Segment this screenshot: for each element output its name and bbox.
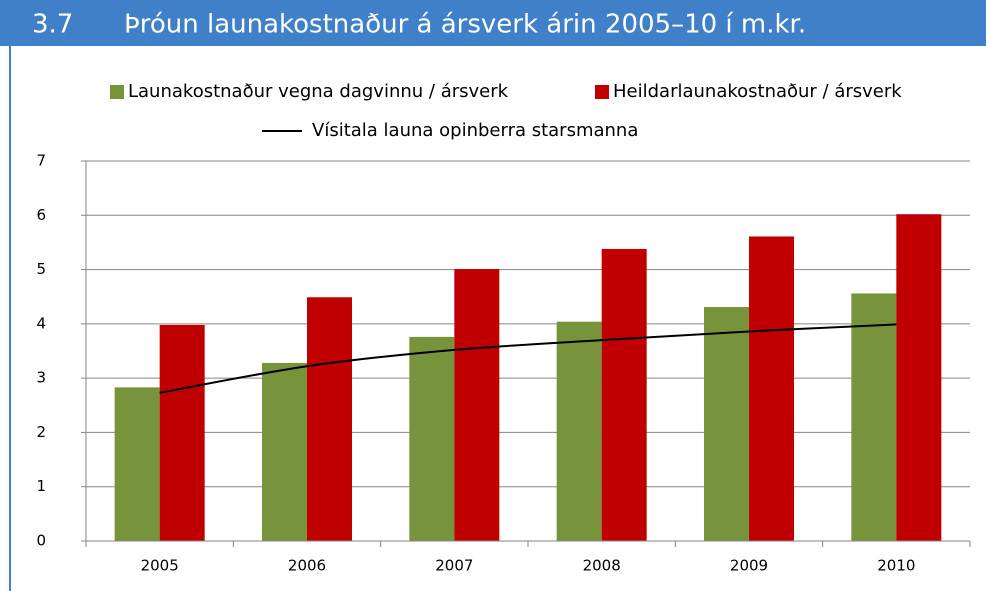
x-tick-label: 2009 (730, 557, 768, 575)
y-tick-label: 0 (36, 532, 46, 550)
bar (262, 362, 307, 541)
legend-label: Vísitala launa opinberra starsmanna (312, 120, 638, 141)
x-tick-label: 2007 (435, 557, 473, 575)
legend-label: Heildarlaunakostnaður / ársverk (613, 81, 902, 102)
y-tick-label: 6 (36, 206, 46, 224)
y-tick-label: 7 (36, 152, 46, 170)
bar (851, 293, 897, 541)
bar (454, 269, 500, 541)
y-tick-label: 2 (36, 423, 46, 441)
chart-title: Þróun launakostnaður á ársverk árin 2005… (124, 10, 806, 40)
x-tick-label: 2005 (141, 557, 179, 575)
y-tick-label: 3 (36, 369, 46, 387)
bar (601, 248, 647, 541)
y-tick-label: 1 (36, 477, 46, 495)
bar (896, 214, 942, 541)
bar (409, 336, 455, 541)
bar (159, 324, 205, 541)
y-tick-label: 4 (36, 314, 46, 332)
legend-swatch (110, 85, 124, 99)
legend-label: Launakostnaður vegna dagvinnu / ársverk (128, 81, 509, 102)
header-bar (0, 0, 986, 46)
y-tick-label: 5 (36, 260, 46, 278)
x-tick-label: 2010 (877, 557, 915, 575)
bar (749, 236, 794, 541)
line-series (159, 323, 897, 394)
bar (114, 387, 160, 541)
bar (556, 321, 602, 541)
chart-number: 3.7 (32, 10, 73, 40)
legend-swatch (595, 85, 609, 99)
bar (704, 307, 749, 541)
x-tick-label: 2008 (583, 557, 621, 575)
x-tick-label: 2006 (288, 557, 326, 575)
bar (307, 297, 352, 541)
